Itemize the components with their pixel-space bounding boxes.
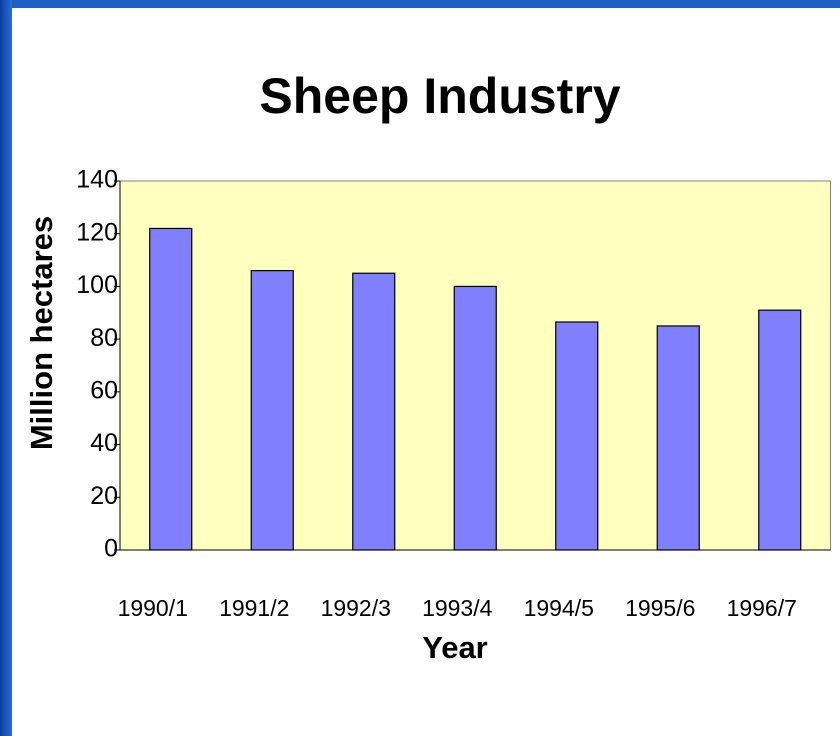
y-tick-label: 0 <box>104 535 118 563</box>
frame-left <box>0 0 12 736</box>
y-tick-label: 20 <box>90 482 118 510</box>
y-tick-label: 40 <box>90 429 118 457</box>
x-tick-label: 1990/1 <box>118 595 188 621</box>
x-axis-title: Year <box>422 630 488 665</box>
bar <box>758 309 802 551</box>
y-tick-label: 100 <box>76 271 118 299</box>
y-axis-title: Million hectares <box>24 216 59 450</box>
y-tick-label: 60 <box>90 376 118 404</box>
y-tick-label: 80 <box>90 324 118 352</box>
chart-title: Sheep Industry <box>259 68 620 124</box>
bar <box>555 321 599 551</box>
y-tick-label: 140 <box>76 166 118 194</box>
bar <box>453 285 497 551</box>
x-tick-label: 1991/2 <box>219 595 289 621</box>
x-tick-label: 1992/3 <box>321 595 391 621</box>
x-tick-label: 1994/5 <box>524 595 594 621</box>
x-tick-label: 1993/4 <box>422 595 493 621</box>
bar <box>352 272 396 551</box>
bar <box>656 325 700 551</box>
frame-top <box>0 0 840 8</box>
bar <box>250 270 294 551</box>
x-tick-label: 1996/7 <box>727 595 797 621</box>
y-tick-label: 120 <box>76 218 118 246</box>
bar <box>149 227 193 551</box>
x-tick-label: 1995/6 <box>625 595 695 621</box>
